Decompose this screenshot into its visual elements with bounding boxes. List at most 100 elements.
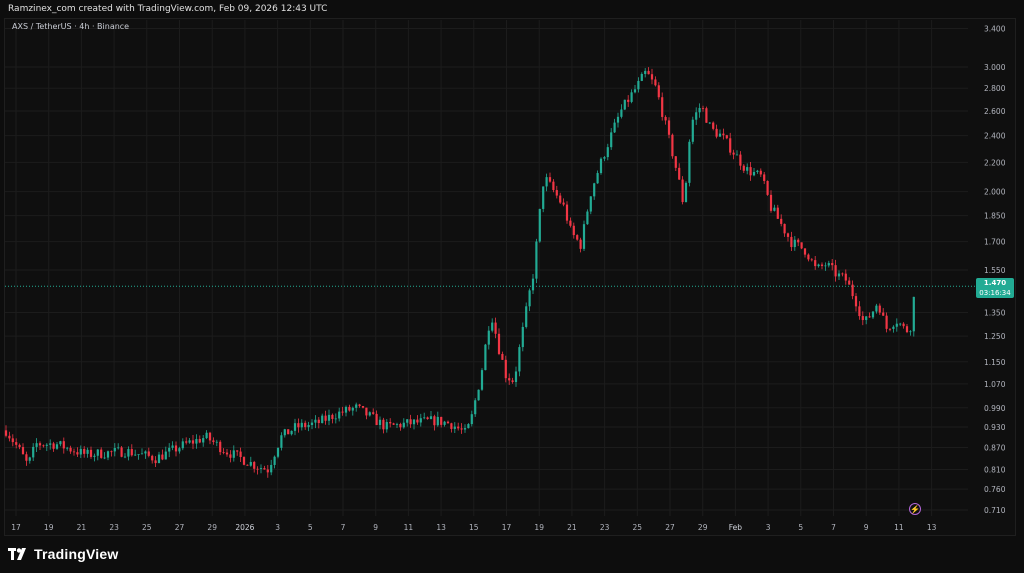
candle xyxy=(395,422,399,428)
candle-body xyxy=(171,445,174,448)
candle-body xyxy=(62,441,65,449)
time-tick-label: Feb xyxy=(729,523,743,532)
candle-body xyxy=(147,451,150,456)
candle-body xyxy=(293,423,297,431)
symbol-legend[interactable]: AXS / TetherUS · 4h · Binance xyxy=(12,22,130,31)
candle-body xyxy=(681,179,684,203)
time-tick-label: 15 xyxy=(469,523,479,532)
candle xyxy=(793,236,796,251)
candle-body xyxy=(249,462,252,466)
lightning-bolt-icon[interactable]: ⚡ xyxy=(909,503,921,515)
candle xyxy=(181,438,184,451)
candle-body xyxy=(38,443,42,446)
candle xyxy=(807,253,810,262)
time-tick-label: 29 xyxy=(207,523,217,532)
time-tick-label: 17 xyxy=(502,523,512,532)
candle-body xyxy=(392,423,395,425)
candle-body xyxy=(817,264,820,267)
candle xyxy=(348,404,351,412)
candle-body xyxy=(542,186,545,209)
candle-body xyxy=(535,241,538,279)
candle xyxy=(385,419,388,433)
candle xyxy=(426,416,429,420)
candle-body xyxy=(814,260,817,267)
candle xyxy=(372,408,375,415)
candle-body xyxy=(766,180,769,195)
candle-body xyxy=(45,444,48,446)
candle-body xyxy=(831,263,834,266)
candle xyxy=(229,450,232,463)
candle xyxy=(576,234,579,241)
candle-body xyxy=(399,423,402,428)
candle xyxy=(521,322,524,352)
candle-body xyxy=(402,422,405,428)
candle-body xyxy=(178,448,181,452)
candle xyxy=(640,72,643,82)
candles-layer xyxy=(4,67,915,478)
candle-body xyxy=(769,194,773,211)
candle xyxy=(882,308,885,316)
candle-body xyxy=(463,428,467,430)
candle-body xyxy=(83,448,86,454)
candle-body xyxy=(871,311,875,318)
candle xyxy=(457,422,460,431)
candle-body xyxy=(52,443,55,449)
candle-body xyxy=(378,419,382,426)
candle-body xyxy=(562,202,565,205)
candle xyxy=(164,446,167,460)
candle-body xyxy=(314,419,317,423)
price-tick-label: 3.000 xyxy=(984,63,1006,72)
candle-body xyxy=(661,97,664,117)
candle xyxy=(365,407,368,420)
candle-body xyxy=(273,456,276,465)
candle xyxy=(409,414,412,428)
candle xyxy=(59,440,62,447)
candle-body xyxy=(96,449,99,456)
candle-body xyxy=(701,107,705,109)
candle xyxy=(827,260,830,268)
candle xyxy=(837,270,841,281)
candle xyxy=(191,434,195,450)
candle xyxy=(803,248,807,258)
candle xyxy=(905,324,909,334)
candle-body xyxy=(576,235,579,240)
candle xyxy=(548,172,552,183)
candle xyxy=(236,450,239,456)
time-tick-label: 5 xyxy=(308,523,313,532)
candle-body xyxy=(722,133,725,136)
candle-body xyxy=(579,239,582,249)
candle-body xyxy=(851,284,854,297)
candle-body xyxy=(708,122,711,124)
candle xyxy=(406,418,409,427)
candle xyxy=(844,269,847,285)
candle-body xyxy=(569,220,572,226)
candle xyxy=(735,150,739,156)
candle-body xyxy=(548,177,552,182)
candle-body xyxy=(800,242,803,249)
brand[interactable]: TradingView xyxy=(8,546,118,562)
candle xyxy=(902,322,905,329)
time-tick-label: 25 xyxy=(142,523,152,532)
candle xyxy=(892,325,895,333)
candle-body xyxy=(86,449,89,454)
candle xyxy=(525,302,528,329)
candle-body xyxy=(637,80,640,90)
candle xyxy=(756,169,759,174)
candle-body xyxy=(8,435,11,439)
candle xyxy=(470,410,473,427)
candle xyxy=(783,223,786,237)
candle xyxy=(460,423,463,434)
candle-body xyxy=(654,79,657,86)
candle-body xyxy=(195,438,198,444)
candle xyxy=(572,222,575,239)
candle-body xyxy=(494,322,497,334)
bar-countdown: 03:16:34 xyxy=(979,289,1011,298)
chart-panel[interactable] xyxy=(4,18,1016,536)
candle xyxy=(55,441,59,450)
grid-layer xyxy=(5,20,968,516)
candle-body xyxy=(790,236,793,248)
candle xyxy=(215,439,218,447)
candle xyxy=(875,303,878,314)
candle-body xyxy=(215,441,218,443)
